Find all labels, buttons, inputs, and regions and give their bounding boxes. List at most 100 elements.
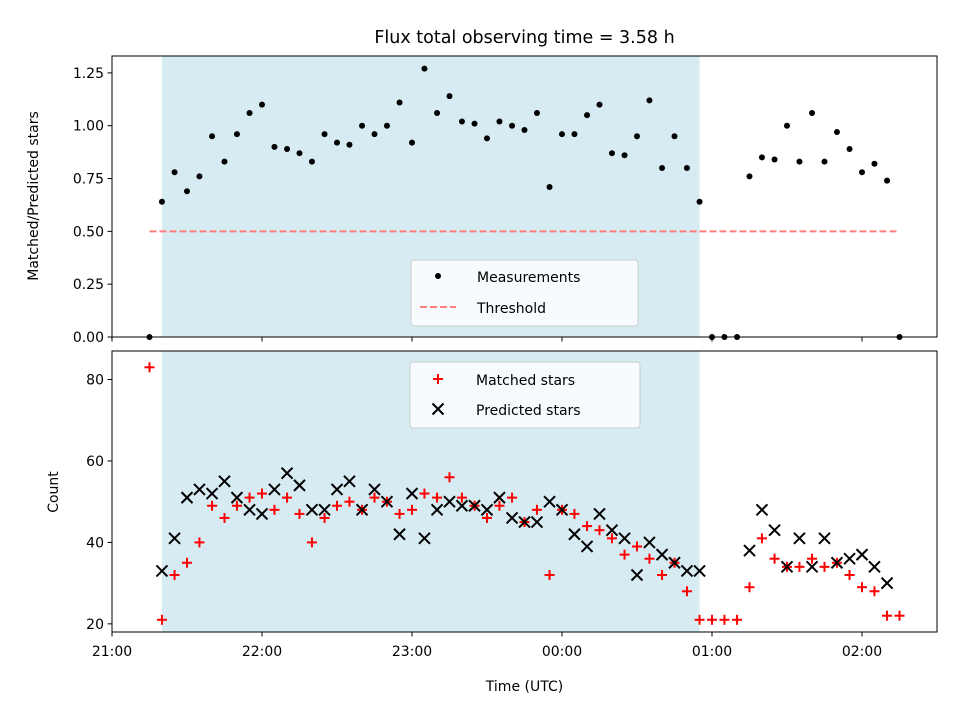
predicted-star-point <box>305 503 319 517</box>
predicted-star-point <box>230 491 244 504</box>
predicted-star-point <box>468 499 481 512</box>
measurement-point <box>809 110 816 117</box>
matched-star-point <box>194 537 205 548</box>
matched-star-point <box>444 472 455 483</box>
measurement-point <box>584 112 591 119</box>
top-legend-box <box>410 259 639 327</box>
matched-star-point <box>756 533 767 544</box>
matched-star-point <box>169 569 180 580</box>
measurement-point <box>246 110 253 117</box>
x-axis-label: Time (UTC) <box>485 679 563 695</box>
measurement-point <box>546 183 553 190</box>
legend-measurement-marker <box>435 273 441 279</box>
predicted-star-point <box>693 564 706 578</box>
matched-star-point <box>619 549 630 560</box>
x-tick-label: 02:00 <box>842 644 882 660</box>
predicted-star-point <box>630 568 644 582</box>
predicted-star-point <box>405 487 419 500</box>
matched-star-point <box>394 508 405 519</box>
bottom-legend: Matched stars Predicted stars <box>409 361 641 429</box>
measurement-point <box>458 118 465 125</box>
bottom-panel: 21:00 22:00 23:00 00:00 01:00 02:00 20 40 60 80 Ma… <box>86 350 938 660</box>
predicted-star-point <box>830 556 844 569</box>
measurement-point <box>671 133 678 140</box>
matched-star-point <box>207 500 218 511</box>
y-tick-label: 60 <box>86 454 104 470</box>
y-tick-label: 40 <box>86 535 104 551</box>
measurement-point <box>771 156 778 163</box>
matched-star-point <box>269 504 280 515</box>
measurement-point <box>446 93 453 100</box>
measurement-point <box>359 122 366 129</box>
y-tick-label: 0.50 <box>73 224 104 240</box>
matched-star-point <box>507 492 518 503</box>
y-tick-label: 80 <box>86 373 104 389</box>
measurement-point <box>559 131 565 138</box>
measurement-point <box>296 150 303 157</box>
predicted-star-point <box>355 503 369 517</box>
measurement-point <box>746 173 753 180</box>
legend-matched-marker <box>433 374 443 384</box>
matched-star-point <box>319 512 330 523</box>
matched-star-point <box>569 508 580 519</box>
predicted-star-point <box>480 503 494 517</box>
matched-star-point <box>407 504 417 515</box>
predicted-star-point <box>568 528 581 541</box>
legend-matched-label: Matched stars <box>476 373 575 389</box>
predicted-star-point <box>580 540 594 553</box>
predicted-star-point <box>880 576 894 590</box>
predicted-star-point <box>380 495 394 508</box>
predicted-star-point <box>330 483 344 496</box>
x-tick-label: 21:00 <box>92 644 132 660</box>
matched-star-point <box>306 537 317 548</box>
matched-star-point <box>282 492 293 503</box>
measurement-point <box>821 158 828 165</box>
predicted-star-point <box>343 475 356 488</box>
y-tick-label: 0.25 <box>73 277 104 293</box>
measurement-point <box>659 164 666 171</box>
legend-measurements-label: Measurements <box>477 270 580 286</box>
predicted-star-point <box>268 483 281 496</box>
matched-star-point <box>244 492 255 503</box>
measurement-point <box>521 126 528 133</box>
matched-star-point <box>732 614 743 625</box>
measurement-point <box>421 65 428 72</box>
legend-predicted-label: Predicted stars <box>476 403 581 419</box>
matched-star-point <box>719 614 730 625</box>
measurement-point <box>184 188 190 195</box>
matched-star-point <box>894 610 905 621</box>
predicted-star-point <box>793 532 806 545</box>
measurement-point <box>646 97 653 104</box>
predicted-star-point <box>255 507 269 521</box>
measurement-point <box>758 154 765 161</box>
predicted-star-point <box>318 503 331 517</box>
predicted-star-point <box>868 560 881 574</box>
matched-star-point <box>582 521 593 532</box>
matched-star-point <box>182 557 192 568</box>
measurement-point <box>871 160 878 167</box>
predicted-star-point <box>155 564 169 578</box>
matched-star-point <box>494 500 505 511</box>
measurement-point <box>396 99 403 106</box>
top-panel: 0.00 0.25 0.50 0.75 1.00 1.25 Measurements Thre… <box>73 55 938 346</box>
legend-predicted-marker <box>431 402 445 416</box>
measurement-point <box>796 158 803 165</box>
chart-title: Flux total observing time = 3.58 h <box>374 28 674 48</box>
predicted-star-point <box>755 503 769 517</box>
measurement-point <box>371 131 378 138</box>
x-tick-label: 00:00 <box>542 644 582 660</box>
matched-star-point <box>144 362 155 373</box>
measurement-point <box>233 131 240 138</box>
matched-star-point <box>544 569 555 580</box>
top-axes-frame <box>111 55 938 338</box>
measurement-point <box>171 169 178 176</box>
y-tick-label: 0.75 <box>73 172 104 188</box>
matched-star-point <box>657 569 668 580</box>
bottom-legend-box <box>409 361 641 429</box>
predicted-star-point <box>218 475 231 488</box>
measurement-point <box>608 150 615 157</box>
measurement-point <box>846 145 853 152</box>
measurement-point <box>509 122 516 129</box>
measurement-point <box>284 145 291 152</box>
